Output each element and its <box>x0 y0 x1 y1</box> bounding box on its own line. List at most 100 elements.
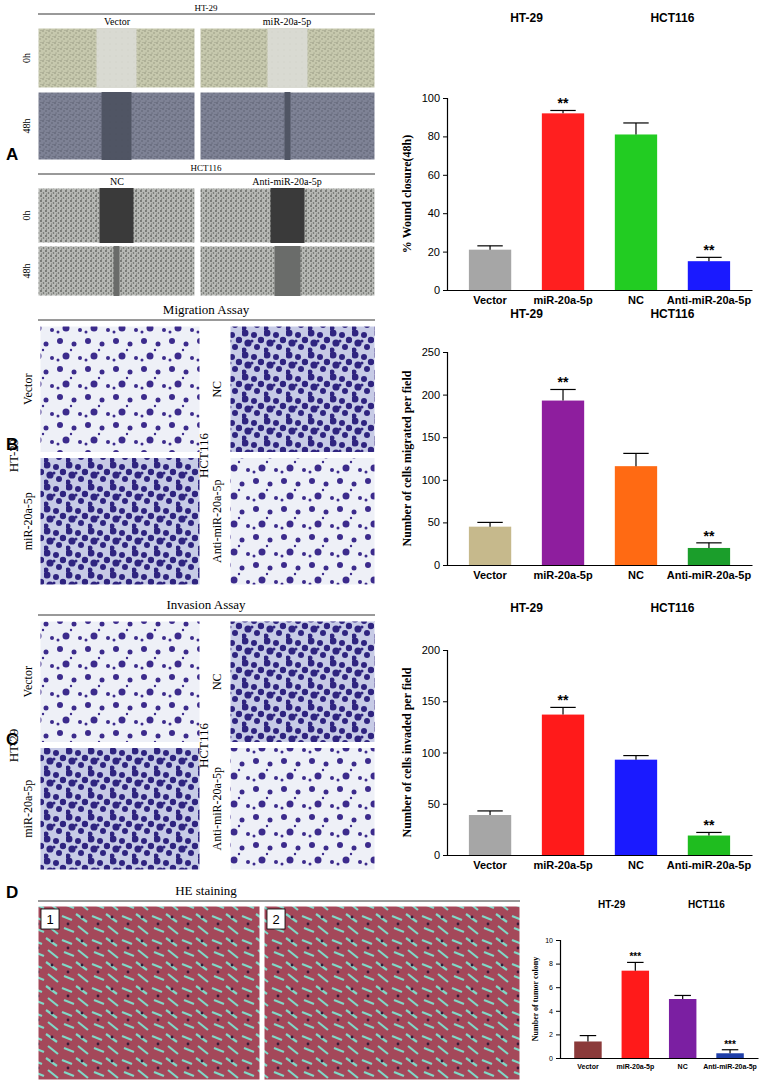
error-cap <box>580 1035 596 1036</box>
wound-gap <box>285 92 291 160</box>
tick-label: 6 <box>549 984 553 991</box>
tick-label: NC <box>628 294 644 306</box>
axis-line <box>448 565 753 566</box>
significance: ** <box>558 374 569 390</box>
tick-mark <box>556 1058 560 1059</box>
cell-line: HCT116 <box>196 722 211 768</box>
tick: 0 <box>434 849 447 861</box>
wound-image <box>38 188 195 243</box>
tick: 50 <box>428 798 447 810</box>
wound-image <box>38 28 195 88</box>
tick-mark <box>556 987 560 988</box>
error-bar <box>627 962 643 970</box>
tick: 100 <box>422 474 447 486</box>
x-axis: VectormiR-20a-5pNCAnti-miR-20a-5p <box>448 856 753 871</box>
bar <box>622 971 649 1058</box>
rule <box>38 615 375 616</box>
transwell-image <box>230 458 375 586</box>
error-bar <box>674 995 690 999</box>
bar <box>615 466 657 565</box>
transwell-image <box>40 458 200 586</box>
tick-label: Anti-miR-20a-5p <box>667 294 752 306</box>
condition: Vector <box>21 374 35 405</box>
tick-label: 0 <box>434 559 440 571</box>
wound-gap <box>100 188 134 243</box>
tick: 0 <box>434 559 447 571</box>
tick-mark <box>556 1034 560 1035</box>
tick: Anti-miR-20a-5p <box>703 1063 757 1071</box>
error-cap <box>623 755 648 756</box>
error-bars <box>580 962 739 1053</box>
tick-label: 80 <box>428 130 440 142</box>
condition: Anti-miR-20a-5p <box>252 176 321 187</box>
tick-label: NC <box>628 859 644 871</box>
tick-label: 40 <box>428 207 440 219</box>
tick-mark <box>443 650 447 651</box>
tick-label: Vector <box>473 294 507 306</box>
tick: NC <box>628 294 644 306</box>
tick-label: 50 <box>428 516 440 528</box>
bars <box>469 389 730 565</box>
significance: ** <box>558 692 569 708</box>
bar <box>688 836 730 855</box>
error-bar <box>722 1050 738 1054</box>
tick-label: 10 <box>545 937 553 944</box>
y-axis: 020406080100 <box>422 92 448 296</box>
bar-chart: ******0246810VectormiR-20a-5pNCAnti-miR-… <box>531 899 759 1071</box>
tick: 250 <box>422 346 447 358</box>
error-stem <box>489 811 490 815</box>
transwell-image <box>230 748 375 871</box>
bar <box>669 999 696 1058</box>
cell-line: HT-29 <box>6 439 21 472</box>
tick-label: 20 <box>428 246 440 258</box>
tick: 20 <box>428 246 447 258</box>
group-label: HCT116 <box>650 601 694 615</box>
bar <box>615 760 657 855</box>
error-bar <box>550 389 575 400</box>
tick: miR-20a-5p <box>533 294 593 306</box>
tick: Anti-miR-20a-5p <box>667 569 752 581</box>
wound-gap <box>271 188 305 243</box>
y-axis-title: Number of cells migrated per field <box>400 370 414 546</box>
condition: miR-20a-5p <box>21 780 35 838</box>
tick: 0 <box>549 1055 560 1062</box>
error-cap <box>477 522 502 523</box>
wound-image <box>38 92 195 160</box>
tick-mark <box>443 804 447 805</box>
condition: Vector <box>104 16 131 27</box>
tick-label: Vector <box>473 569 507 581</box>
error-cap <box>477 245 502 246</box>
panel-title: HE staining <box>175 883 237 898</box>
tick-label: 100 <box>422 747 440 759</box>
tick-label: 150 <box>422 695 440 707</box>
wound-image <box>38 246 195 296</box>
error-bar <box>580 1036 596 1042</box>
error-cap <box>623 122 648 123</box>
transwell-image <box>230 326 375 453</box>
tick: miR-20a-5p <box>616 1063 654 1071</box>
tick: Vector <box>473 569 507 581</box>
axis-line <box>556 941 561 1059</box>
image-number: 1 <box>46 912 53 927</box>
error-stem <box>562 707 563 714</box>
error-bar <box>623 123 648 135</box>
tick-mark <box>443 753 447 754</box>
wound-gap <box>102 92 132 160</box>
rule <box>38 14 375 15</box>
error-stem <box>489 522 490 526</box>
tick-label: Vector <box>577 1063 599 1070</box>
y-axis: 0246810 <box>545 937 560 1062</box>
tick-mark <box>443 252 447 253</box>
tick-mark <box>443 437 447 438</box>
tick: miR-20a-5p <box>533 859 593 871</box>
tick: 200 <box>422 644 447 656</box>
error-cap <box>674 995 690 996</box>
tick-label: 150 <box>422 431 440 443</box>
tick-label: Anti-miR-20a-5p <box>667 859 752 871</box>
tick: 80 <box>428 130 447 142</box>
wound-image <box>200 28 375 88</box>
tick: 100 <box>422 747 447 759</box>
significance: *** <box>629 951 641 962</box>
he-image <box>264 906 520 1080</box>
bar <box>688 548 730 565</box>
